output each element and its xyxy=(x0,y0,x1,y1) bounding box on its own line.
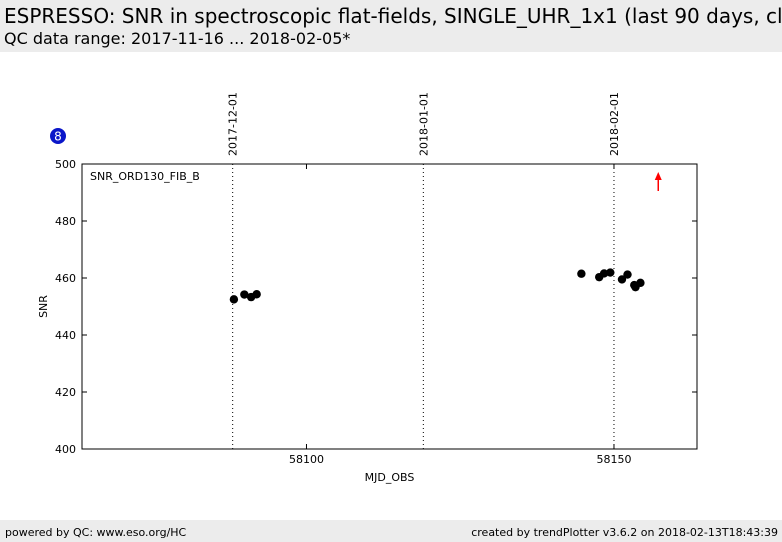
x-tick-label: 58100 xyxy=(289,453,324,466)
data-point xyxy=(252,290,261,299)
footer: powered by QC: www.eso.org/HC created by… xyxy=(0,520,782,542)
chart-header: ESPRESSO: SNR in spectroscopic flat-fiel… xyxy=(0,0,782,52)
footer-created: created by trendPlotter v3.6.2 on 2018-0… xyxy=(471,526,778,539)
y-tick-label: 440 xyxy=(55,329,76,342)
y-axis: 400 420 440 460 480 500 xyxy=(55,158,697,456)
date-marker-label: 2017-12-01 xyxy=(227,92,240,156)
date-marker-label: 2018-02-01 xyxy=(608,92,621,156)
badge-number: 8 xyxy=(54,130,62,144)
y-tick-label: 480 xyxy=(55,215,76,228)
badge-circle xyxy=(50,128,66,144)
data-point xyxy=(577,269,586,278)
y-tick-label: 500 xyxy=(55,158,76,171)
y-tick-label: 420 xyxy=(55,386,76,399)
y-tick-label: 460 xyxy=(55,272,76,285)
x-tick-label: 58150 xyxy=(596,453,631,466)
date-markers: 2017-12-01 2018-01-01 2018-02-01 xyxy=(227,92,621,449)
out-of-range-arrow-head xyxy=(654,172,662,180)
plot-frame xyxy=(81,163,698,450)
y-axis-label: SNR xyxy=(37,295,50,318)
panel-label: SNR_ORD130_FIB_B xyxy=(90,170,200,183)
data-point xyxy=(240,290,249,299)
data-point xyxy=(617,275,627,284)
data-point xyxy=(636,278,645,288)
x-axis: 58100 58150 xyxy=(289,164,631,466)
footer-credit: powered by QC: www.eso.org/HC xyxy=(5,526,187,539)
data-points xyxy=(229,268,645,304)
data-point xyxy=(606,268,615,277)
data-point xyxy=(229,295,239,304)
qc-data-range: QC data range: 2017-11-16 ... 2018-02-05… xyxy=(4,29,351,48)
date-marker-label: 2018-01-01 xyxy=(417,92,430,156)
x-axis-label: MJD_OBS xyxy=(365,471,415,484)
data-point xyxy=(599,269,609,278)
chart-title: ESPRESSO: SNR in spectroscopic flat-fiel… xyxy=(4,4,782,28)
y-tick-label: 400 xyxy=(55,443,76,456)
data-point xyxy=(623,270,632,279)
out-of-range-markers xyxy=(654,172,662,191)
